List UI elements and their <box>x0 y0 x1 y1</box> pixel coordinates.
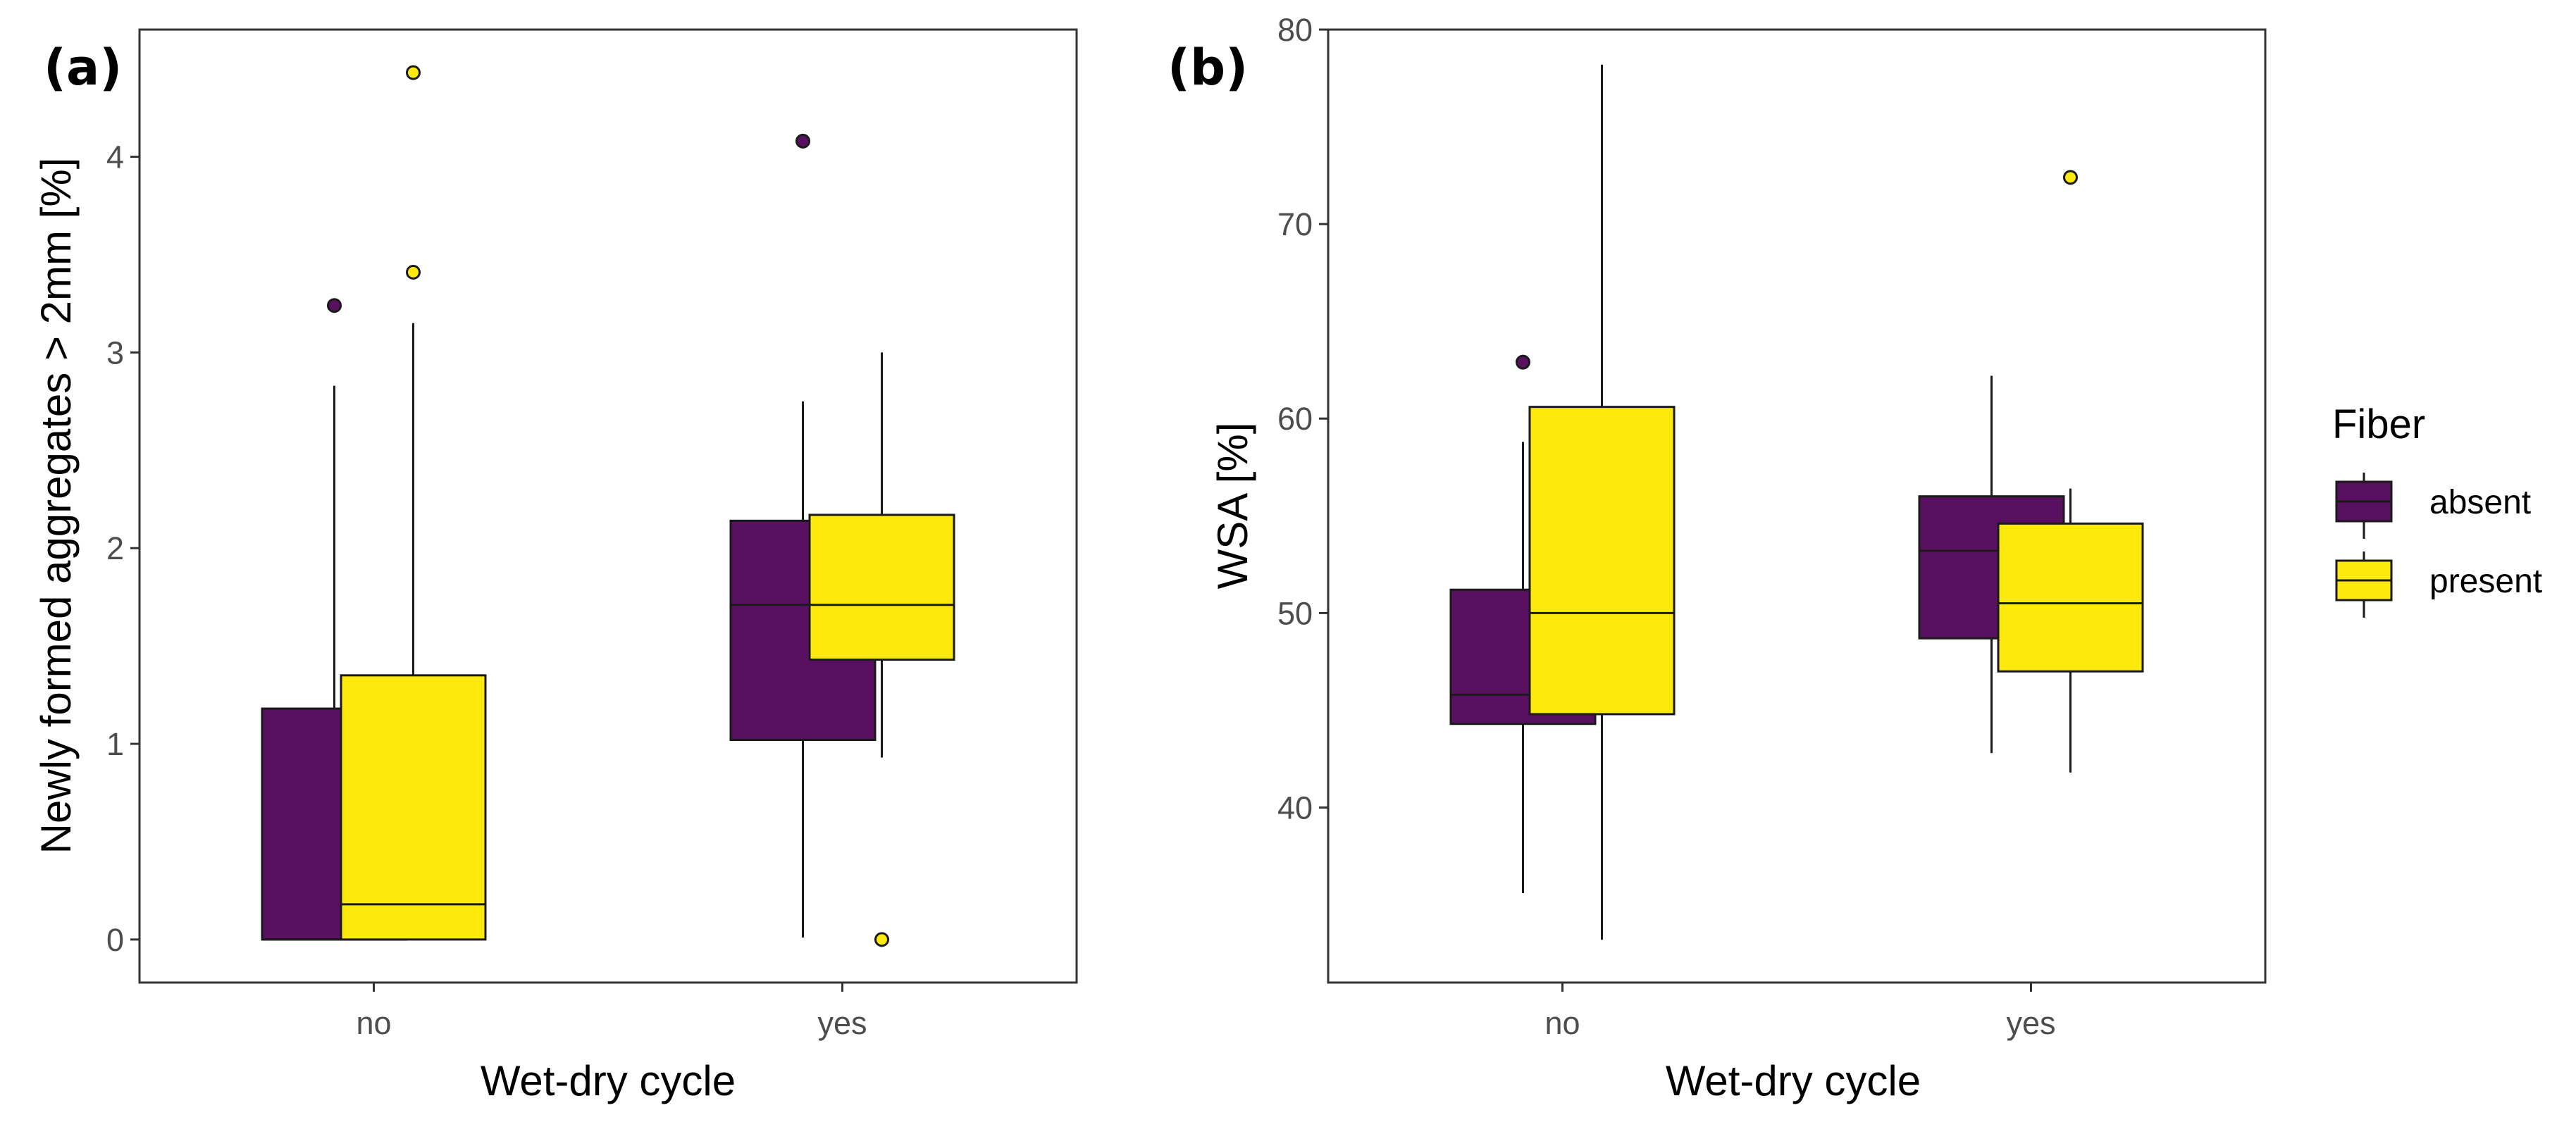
panel-a-plot-frame <box>138 28 1078 984</box>
panel-a-boxes <box>261 65 955 947</box>
panel-a-absent-yes-outlier <box>795 133 810 149</box>
panel-a-x-title: Wet-dry cycle <box>481 1057 736 1104</box>
panel-b-y-axis: 40 50 60 70 80 <box>1277 12 1328 825</box>
panel-a-y-tick-label: 1 <box>106 726 124 762</box>
panel-b-x-tick-label: no <box>1544 1005 1580 1041</box>
panel-b-present-yes-outlier <box>2063 170 2078 185</box>
legend-label-present: present <box>2429 563 2542 600</box>
legend-item-absent: absent <box>2335 473 2531 539</box>
legend-title: Fiber <box>2332 401 2425 447</box>
panel-a-x-axis: no yes <box>356 983 867 1041</box>
panel-b-x-title: Wet-dry cycle <box>1666 1057 1921 1104</box>
panel-a-y-tick-label: 4 <box>106 139 124 175</box>
panel-a-tag: (a) <box>44 39 122 96</box>
legend-items: absent present <box>2335 473 2542 618</box>
panel-a-y-tick-label: 3 <box>106 335 124 370</box>
panel-b: (b) 40 50 60 70 80 no yes Wet-dry cycle WSA [… <box>1168 12 2267 1104</box>
panel-b-present-yes-iqr-rect <box>1997 522 2144 673</box>
panel-a-y-title: Newly formed aggregates > 2mm [%] <box>32 158 80 854</box>
panel-a-y-axis: 0 1 2 3 4 <box>106 139 140 958</box>
panel-b-present-yes-box <box>1997 170 2144 773</box>
panel-a: (a) 0 1 2 3 4 no yes Wet-dry cycle Newly form… <box>32 28 1078 1104</box>
legend: Fiber absent present <box>2332 401 2542 618</box>
panel-b-plot-frame <box>1327 28 2267 984</box>
panel-b-present-no-box <box>1528 64 1676 940</box>
panel-a-present-yes-outlier <box>874 932 889 947</box>
panel-b-boxes <box>1449 64 2144 940</box>
panel-a-present-no-iqr-rect <box>340 674 487 941</box>
panel-a-present-no-outlier <box>406 265 421 280</box>
panel-b-absent-no-outlier <box>1516 354 1530 370</box>
panel-a-y-tick-label: 2 <box>106 530 124 566</box>
legend-label-absent: absent <box>2429 484 2531 521</box>
panel-a-present-no-box <box>340 65 487 941</box>
panel-b-present-no-iqr-rect <box>1528 406 1676 716</box>
panel-a-present-no-outlier <box>406 65 421 80</box>
panel-a-x-tick-label: no <box>356 1005 391 1041</box>
panel-b-y-tick-label: 80 <box>1277 12 1313 48</box>
panel-b-x-tick-label: yes <box>2006 1005 2055 1041</box>
panel-b-y-tick-label: 40 <box>1277 790 1313 825</box>
panel-a-present-yes-box <box>808 352 955 947</box>
panel-b-y-title: WSA [%] <box>1209 423 1256 590</box>
legend-item-present: present <box>2335 552 2542 618</box>
panel-a-present-yes-iqr-rect <box>808 513 955 661</box>
panel-b-x-axis: no yes <box>1544 983 2056 1041</box>
panel-b-y-tick-label: 50 <box>1277 595 1313 631</box>
panel-a-y-tick-label: 0 <box>106 922 124 958</box>
panel-b-tag: (b) <box>1168 39 1248 96</box>
panel-a-absent-no-outlier <box>327 298 342 313</box>
panel-a-x-tick-label: yes <box>817 1005 867 1041</box>
panel-b-y-tick-label: 60 <box>1277 401 1313 437</box>
panel-b-y-tick-label: 70 <box>1277 206 1313 242</box>
